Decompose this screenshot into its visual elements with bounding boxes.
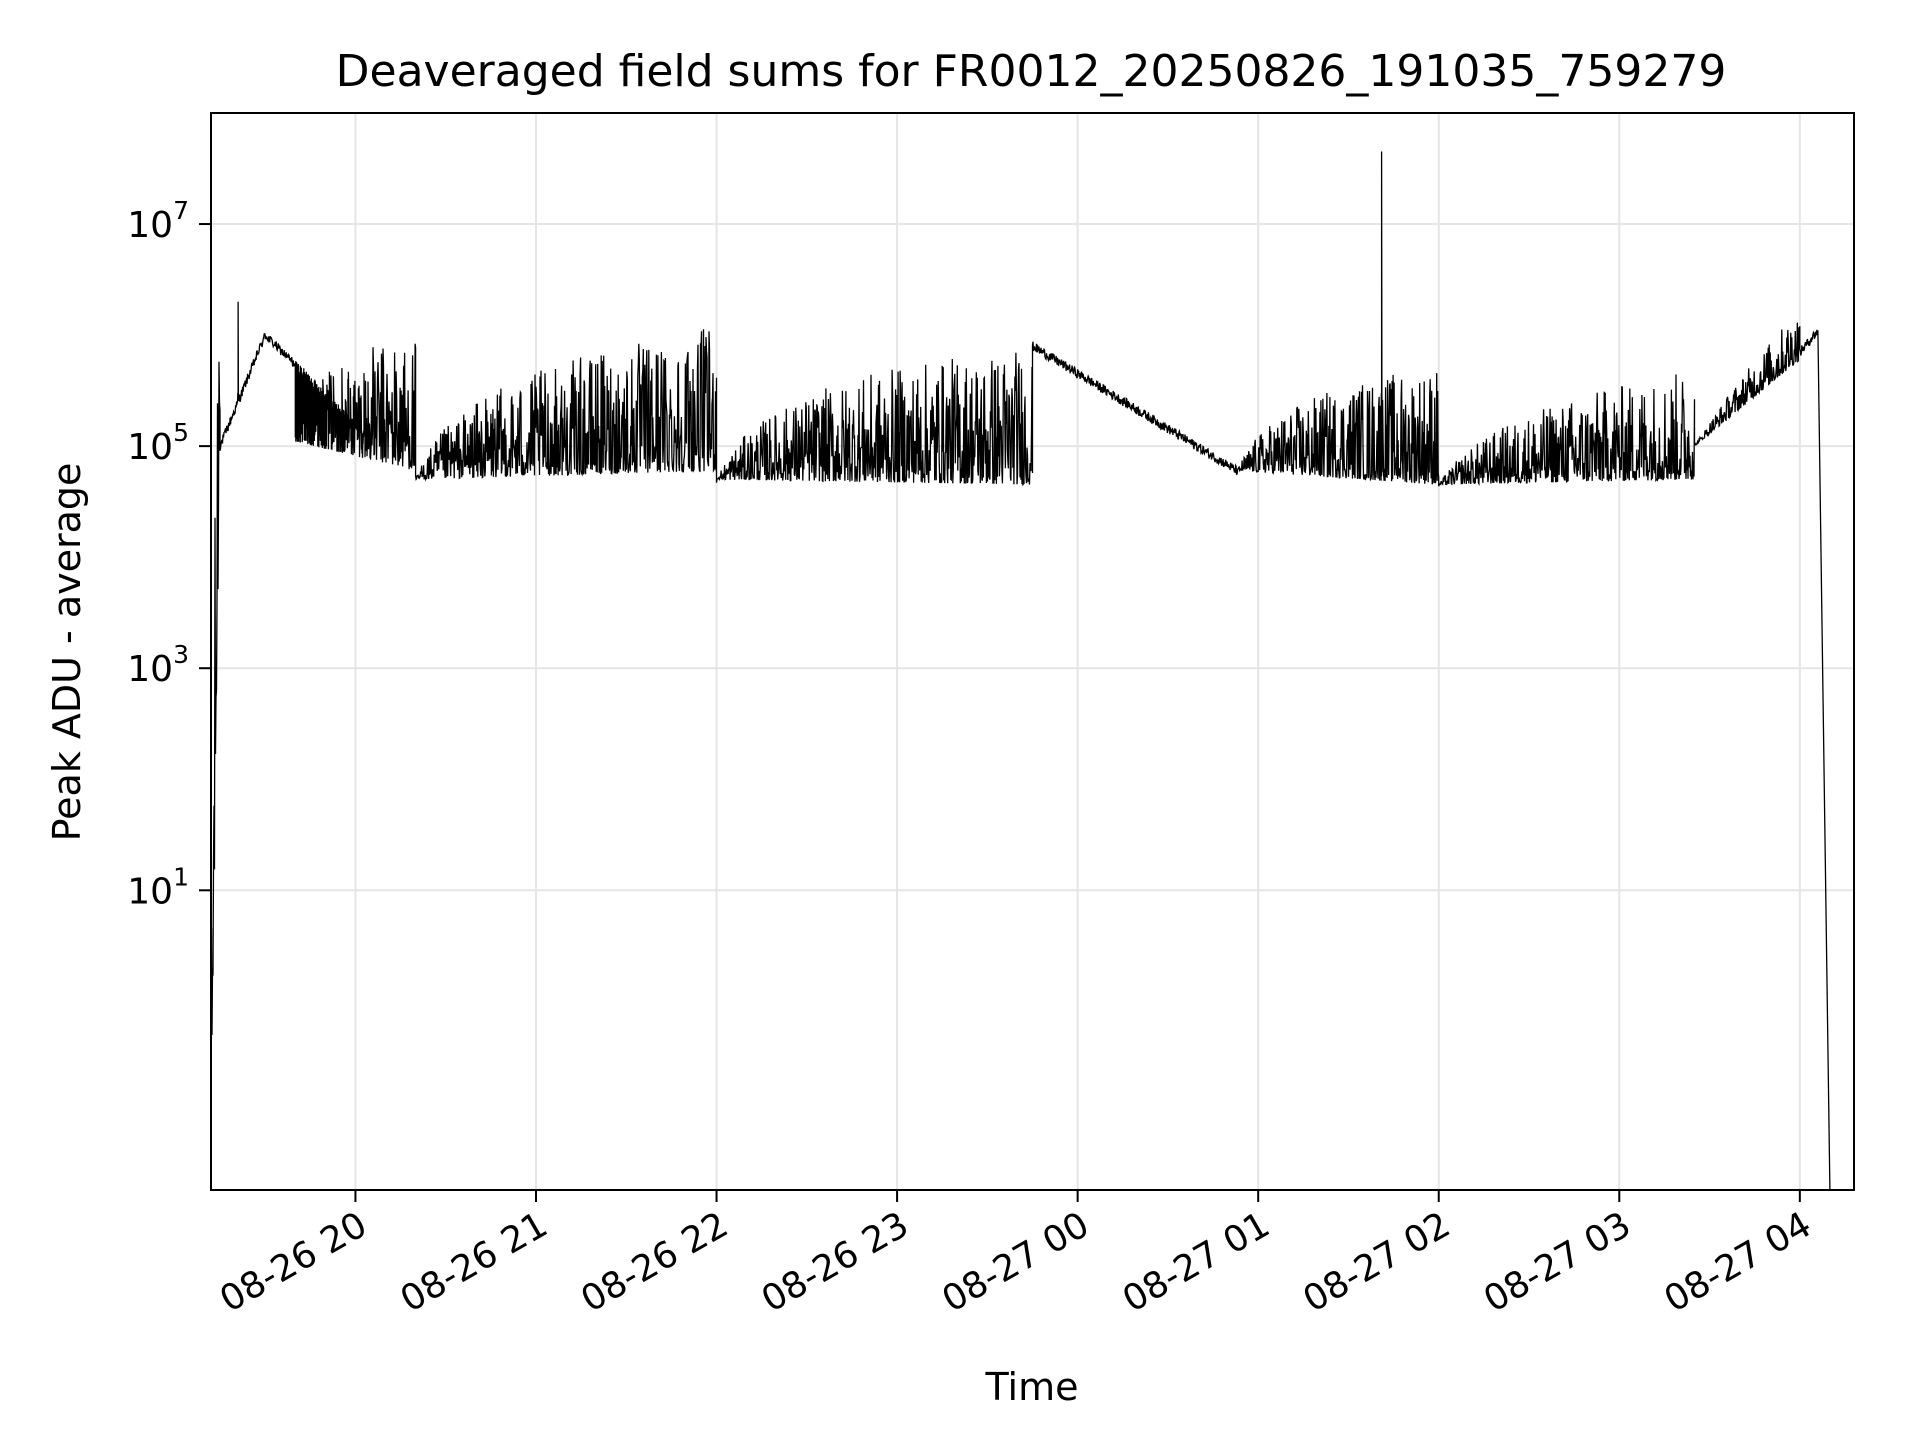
- x-axis: 08-26 20 08-26 21 08-26 22 08-26 23 08-27 00…: [213, 1190, 1818, 1321]
- x-tick-label: 08-27 00: [935, 1204, 1096, 1320]
- x-tick-label: 08-27 04: [1658, 1204, 1819, 1320]
- x-tick-label: 08-26 20: [213, 1204, 374, 1320]
- grid-lines: [211, 113, 1854, 1190]
- y-tick-label: 101: [127, 862, 189, 912]
- series-line: [210, 151, 1831, 1191]
- y-tick-label: 107: [127, 196, 189, 246]
- x-tick-label: 08-26 21: [394, 1204, 555, 1320]
- x-tick-label: 08-26 22: [574, 1204, 735, 1320]
- x-axis-label: Time: [985, 1365, 1079, 1409]
- y-tick-label: 105: [127, 418, 189, 468]
- chart-title: Deaveraged field sums for FR0012_2025082…: [336, 46, 1727, 97]
- y-axis: 101 103 105 107: [127, 196, 211, 912]
- x-tick-label: 08-27 02: [1297, 1204, 1458, 1320]
- x-tick-label: 08-27 03: [1477, 1204, 1638, 1320]
- y-axis-label: Peak ADU - average: [45, 463, 89, 842]
- x-tick-label: 08-26 23: [755, 1204, 916, 1320]
- y-tick-label: 103: [127, 640, 189, 690]
- plot-series: [210, 151, 1831, 1191]
- plot-frame: [210, 112, 1855, 1191]
- x-tick-label: 08-27 01: [1116, 1204, 1277, 1320]
